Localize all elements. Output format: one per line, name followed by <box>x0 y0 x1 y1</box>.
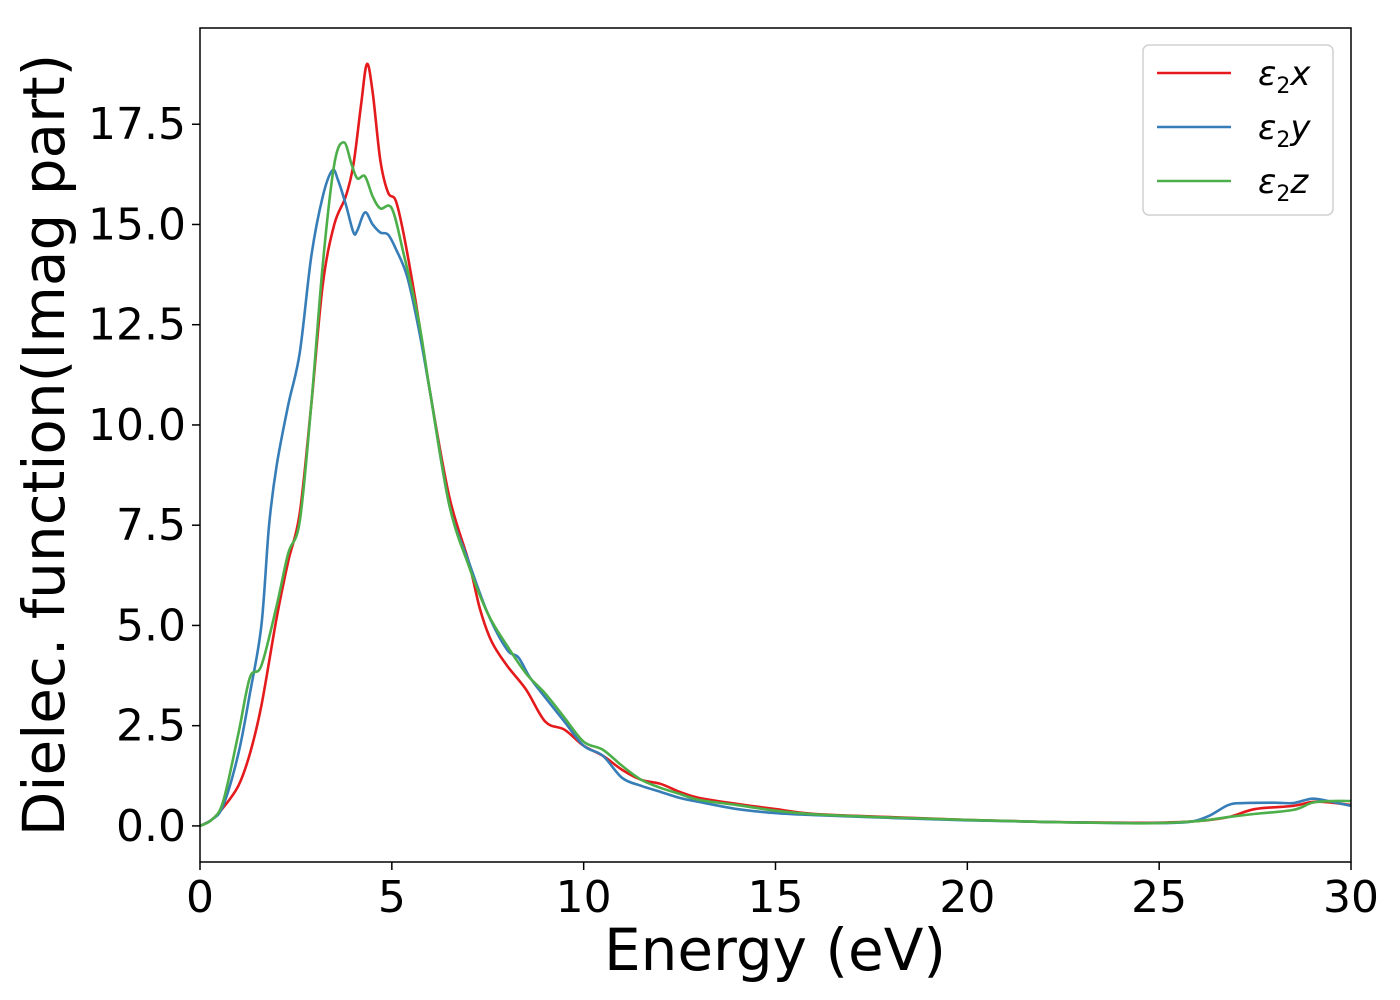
y-tick-label: 7.5 <box>116 500 186 551</box>
legend-box <box>1142 44 1334 216</box>
legend: ε2x ε2y ε2z <box>1142 44 1334 216</box>
y-tick-label: 0.0 <box>116 801 186 852</box>
x-tick-label: 25 <box>1131 872 1187 923</box>
series-line-z <box>200 140 1351 828</box>
ticks-layer: 0 5 10 15 20 25 30 0.0 2.5 5.0 7.5 10.0 12.5 15.0 17.5 <box>88 99 1379 923</box>
y-tick-label: 15.0 <box>88 199 186 250</box>
legend-items: ε2x ε2y ε2z <box>1157 54 1311 207</box>
x-tick-label: 30 <box>1323 872 1379 923</box>
series-line-y <box>200 168 1351 828</box>
series-layer <box>200 62 1351 828</box>
legend-label-x: ε2x <box>1258 54 1311 99</box>
y-tick-label: 10.0 <box>88 400 186 451</box>
x-tick-label: 10 <box>556 872 612 923</box>
x-tick-label: 20 <box>939 872 995 923</box>
x-axis-label: Energy (eV) <box>604 916 946 984</box>
legend-label-y: ε2y <box>1258 108 1311 153</box>
x-tick-label: 15 <box>748 872 804 923</box>
legend-label-z: ε2z <box>1258 162 1309 207</box>
x-tick-label: 5 <box>378 872 406 923</box>
y-tick-label: 12.5 <box>88 300 186 351</box>
y-tick-label: 2.5 <box>116 701 186 752</box>
y-tick-label: 17.5 <box>88 99 186 150</box>
x-tick-label: 0 <box>186 872 214 923</box>
y-tick-label: 5.0 <box>116 600 186 651</box>
y-axis-label: Dielec. function(Imag part) <box>10 54 78 837</box>
